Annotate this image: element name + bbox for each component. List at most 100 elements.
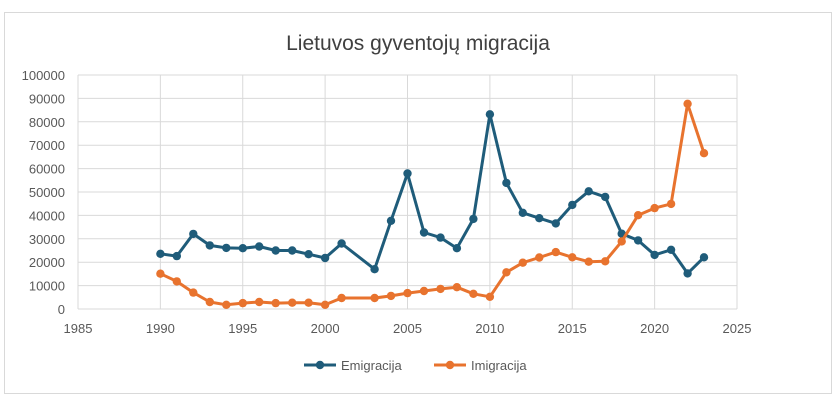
x-tick-label: 1990: [146, 321, 175, 336]
y-tick-label: 50000: [29, 185, 65, 200]
data-point: [436, 284, 445, 294]
x-axis: 1985 1990 1995 2000 2005 2010 2015 2020 2025: [64, 321, 752, 336]
data-point: [386, 291, 396, 301]
data-point: [601, 257, 610, 266]
legend-item: Imigracija: [434, 358, 527, 373]
data-point: [288, 298, 297, 307]
data-point: [633, 211, 643, 220]
data-point: [419, 228, 429, 237]
data-point: [386, 216, 396, 225]
y-tick-label: 0: [58, 302, 65, 317]
data-point: [238, 298, 247, 308]
x-tick-label: 2025: [723, 321, 752, 336]
data-point: [502, 178, 511, 188]
chart-frame: [4, 12, 832, 394]
data-point: [238, 244, 247, 253]
data-point: [535, 253, 544, 262]
data-point: [156, 269, 165, 278]
data-point: [403, 288, 412, 298]
data-point: [271, 298, 280, 308]
data-point: [584, 257, 593, 266]
data-point: [189, 288, 198, 297]
data-point: [255, 297, 264, 307]
data-point: [304, 298, 313, 307]
data-point: [469, 289, 478, 298]
data-point: [683, 269, 692, 278]
data-point: [551, 219, 560, 228]
data-point: [485, 110, 495, 119]
legend: Emigracija Imigracija: [304, 358, 527, 373]
x-tick-label: 1985: [64, 321, 93, 336]
data-point: [452, 244, 462, 253]
data-point: [172, 277, 181, 286]
data-point: [222, 243, 231, 253]
data-point: [518, 208, 527, 217]
data-point: [337, 293, 346, 303]
data-point: [650, 250, 659, 260]
data-point: [452, 283, 462, 292]
x-tick-label: 2015: [558, 321, 587, 336]
data-point: [370, 293, 379, 303]
legend-marker: [315, 360, 325, 370]
legend-item: Emigracija: [304, 358, 402, 373]
data-point: [205, 297, 214, 307]
data-point: [601, 192, 610, 202]
data-point: [650, 203, 659, 213]
data-point: [584, 187, 593, 196]
gridlines: [77, 74, 738, 310]
data-point: [502, 268, 511, 277]
data-point: [551, 247, 560, 257]
series-imigracija: [156, 99, 709, 309]
data-point: [222, 300, 231, 309]
data-point: [633, 236, 643, 245]
data-point: [172, 251, 181, 261]
y-tick-label: 30000: [29, 232, 65, 247]
y-tick-label: 90000: [29, 91, 65, 106]
x-tick-label: 2020: [640, 321, 669, 336]
data-point: [485, 292, 495, 301]
data-point: [255, 242, 264, 251]
data-point: [337, 239, 346, 248]
data-point: [320, 253, 330, 263]
chart-title: Lietuvos gyventojų migracija: [286, 32, 550, 55]
data-point: [156, 249, 165, 258]
data-point: [568, 253, 577, 262]
data-point: [436, 233, 445, 242]
data-point: [205, 241, 214, 250]
x-tick-label: 1995: [228, 321, 257, 336]
data-point: [189, 229, 198, 239]
y-tick-label: 70000: [29, 138, 65, 153]
data-point: [666, 245, 676, 254]
x-tick-label: 2005: [393, 321, 422, 336]
data-point: [370, 265, 379, 274]
data-point: [699, 149, 709, 158]
data-point: [683, 99, 692, 109]
data-point: [568, 200, 577, 210]
data-point: [288, 246, 297, 255]
y-tick-label: 80000: [29, 115, 65, 130]
data-point: [304, 250, 313, 259]
series-line: [159, 102, 706, 307]
data-point: [518, 258, 527, 267]
data-point: [320, 300, 330, 309]
data-point: [617, 237, 626, 246]
data-point: [535, 214, 544, 223]
data-point: [271, 246, 280, 255]
legend-label: Emigracija: [341, 358, 402, 373]
y-tick-label: 100000: [22, 68, 65, 83]
x-tick-label: 2010: [475, 321, 504, 336]
data-point: [699, 253, 709, 262]
data-point: [419, 286, 429, 296]
series-layer: [156, 99, 709, 309]
y-tick-label: 40000: [29, 208, 65, 223]
data-point: [403, 169, 412, 178]
y-tick-label: 10000: [29, 279, 65, 294]
legend-label: Imigracija: [471, 358, 527, 373]
series-emigracija: [156, 110, 709, 278]
data-point: [666, 199, 676, 209]
y-axis: 0 10000 20000 30000 40000 50000 60000 70000 8000…: [22, 68, 65, 317]
y-tick-label: 20000: [29, 255, 65, 270]
y-tick-label: 60000: [29, 162, 65, 177]
x-tick-label: 2000: [311, 321, 340, 336]
